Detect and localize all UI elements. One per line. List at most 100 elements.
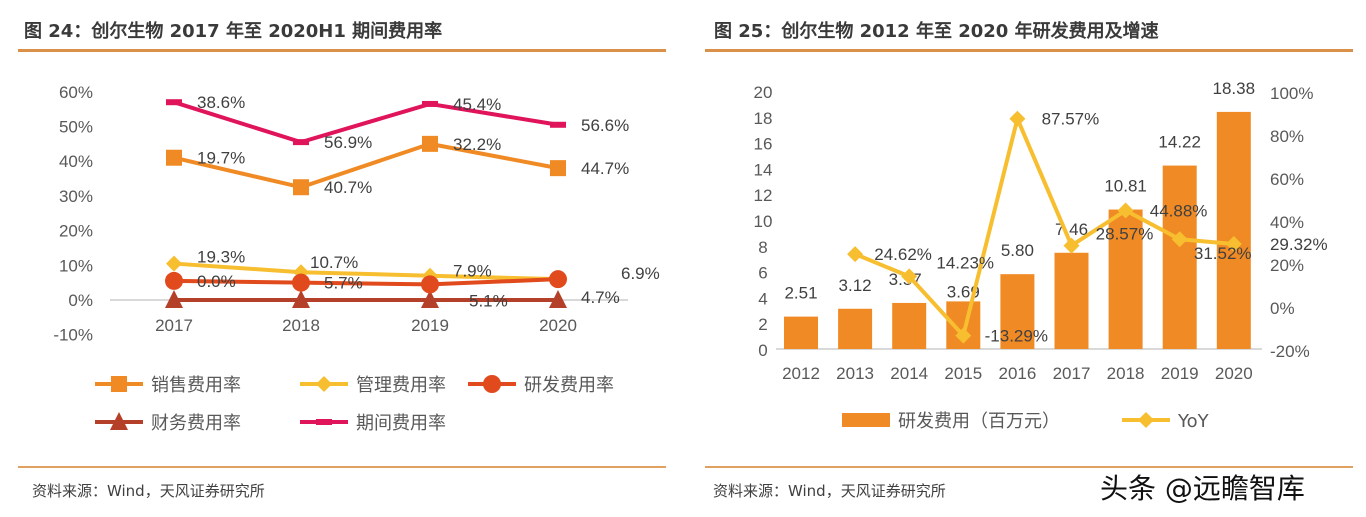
bottom-rule-right — [705, 466, 1353, 468]
data-label: 4.7% — [581, 288, 620, 307]
data-label: 56.9% — [324, 133, 372, 152]
y-tick-label: 0% — [68, 291, 93, 310]
data-point — [166, 255, 182, 272]
data-label: 19.3% — [197, 248, 245, 267]
yoy-point — [847, 246, 864, 263]
data-label: 32.2% — [453, 135, 501, 154]
yoy-point — [1009, 110, 1026, 127]
legend-marker — [1138, 412, 1154, 428]
bar — [1000, 274, 1035, 349]
x-tick-label: 2020 — [539, 316, 577, 335]
x-tick-label: 2012 — [782, 364, 820, 383]
yoy-label: 28.57% — [1096, 225, 1154, 244]
x-tick-label: 2020 — [1215, 364, 1253, 383]
data-label: 0.0% — [197, 272, 236, 291]
data-label: 5.1% — [469, 291, 508, 310]
yoy-label: 44.88% — [1150, 202, 1208, 221]
data-point — [293, 139, 309, 146]
y-left-tick-label: 20 — [754, 83, 773, 102]
title-rule-right — [705, 49, 1353, 52]
legend-marker — [316, 419, 332, 425]
bottom-rule-left — [18, 466, 666, 468]
legend-marker — [316, 376, 332, 392]
bar — [892, 302, 927, 349]
legend-label: 销售费用率 — [151, 375, 241, 396]
bar — [1054, 252, 1089, 349]
source-right: 资料来源：Wind，天风证券研究所 — [713, 482, 946, 500]
y-left-tick-label: 10 — [754, 212, 773, 231]
data-label: 56.6% — [581, 116, 629, 135]
y-left-tick-label: 14 — [754, 160, 773, 179]
yoy-label: 14.23% — [936, 253, 994, 272]
x-tick-label: 2018 — [1107, 364, 1145, 383]
data-label: 38.6% — [197, 93, 245, 112]
y-left-tick-label: 8 — [758, 238, 767, 257]
legend-marker — [111, 376, 127, 392]
data-label: 10.7% — [310, 253, 358, 272]
data-label: 7.9% — [453, 262, 492, 281]
y-left-tick-label: 2 — [758, 315, 767, 334]
y-tick-label: 40% — [59, 152, 93, 171]
legend-label: 期间费用率 — [356, 413, 446, 434]
yoy-line — [854, 116, 1234, 338]
legend-bar-swatch — [842, 413, 890, 427]
data-point — [292, 290, 310, 308]
yoy-point — [1117, 202, 1134, 219]
x-tick-label: 2019 — [1161, 364, 1199, 383]
data-label: 19.7% — [197, 149, 245, 168]
data-point — [422, 135, 438, 152]
x-tick-label: 2016 — [998, 364, 1036, 383]
legend-marker — [483, 375, 501, 393]
y-tick-label: 20% — [59, 222, 93, 241]
yoy-label: -13.29% — [985, 327, 1048, 346]
y-tick-label: 60% — [59, 83, 93, 102]
y-left-tick-label: 12 — [754, 186, 773, 205]
y-right-tick-label: 60% — [1270, 170, 1304, 189]
y-tick-label: 50% — [59, 118, 93, 137]
y-right-tick-label: 40% — [1270, 213, 1304, 232]
y-right-tick-label: 0% — [1270, 299, 1295, 318]
data-point — [549, 270, 567, 289]
x-tick-label: 2019 — [411, 316, 449, 335]
y-right-tick-label: 80% — [1270, 127, 1304, 146]
data-label: 44.7% — [581, 159, 629, 178]
series-line — [173, 277, 559, 287]
bar — [1216, 111, 1251, 349]
title-rule-left — [18, 49, 666, 52]
bar — [838, 308, 873, 349]
bar-label: 5.80 — [1001, 241, 1034, 260]
yoy-point — [1225, 235, 1242, 252]
y-tick-label: 10% — [59, 256, 93, 275]
x-tick-label: 2015 — [944, 364, 982, 383]
yoy-point — [955, 327, 972, 344]
yoy-label: 24.62% — [874, 245, 932, 264]
chart25-title: 图 25：创尔生物 2012 年至 2020 年研发费用及增速 — [714, 20, 1159, 42]
data-point — [166, 149, 182, 166]
y-left-tick-label: 18 — [754, 109, 773, 128]
bar — [1162, 165, 1197, 349]
x-tick-label: 2017 — [155, 316, 193, 335]
y-left-tick-label: 0 — [758, 341, 767, 360]
x-tick-label: 2013 — [836, 364, 874, 383]
x-tick-label: 2018 — [282, 316, 320, 335]
legend-marker — [110, 412, 128, 430]
data-point — [166, 99, 182, 106]
y-right-tick-label: 100% — [1270, 84, 1313, 103]
data-point — [165, 290, 183, 308]
legend-label: YoY — [1177, 411, 1210, 432]
yoy-label: 29.32% — [1270, 235, 1328, 254]
x-tick-label: 2017 — [1053, 364, 1091, 383]
data-label: 45.4% — [453, 95, 501, 114]
y-left-tick-label: 16 — [754, 135, 773, 154]
yoy-point — [1171, 231, 1188, 248]
bar-label: 14.22 — [1158, 133, 1201, 152]
series-line — [173, 261, 559, 282]
data-point — [293, 179, 309, 196]
yoy-label: 87.57% — [1042, 110, 1100, 129]
y-right-tick-label: -20% — [1270, 342, 1310, 361]
data-point — [550, 160, 566, 177]
data-label: 40.7% — [324, 178, 372, 197]
chart24-title: 图 24：创尔生物 2017 年至 2020H1 期间费用率 — [24, 20, 442, 42]
bar-label: 3.12 — [839, 276, 872, 295]
